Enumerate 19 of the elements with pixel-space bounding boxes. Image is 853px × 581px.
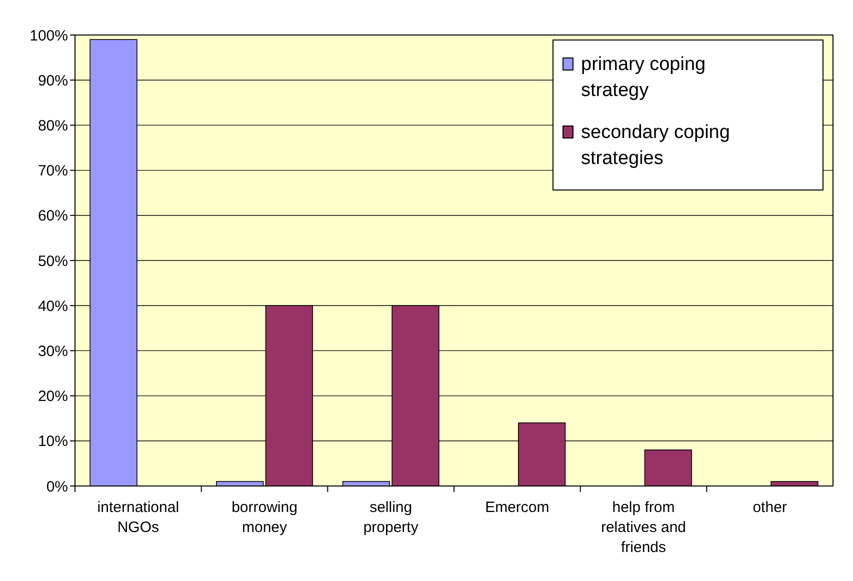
- y-tick-label: 80%: [38, 117, 68, 134]
- x-tick-label: borrowing money: [232, 499, 298, 536]
- legend-label: secondary coping strategies: [581, 122, 730, 169]
- y-tick-label: 10%: [38, 433, 68, 450]
- y-tick-label: 90%: [38, 72, 68, 90]
- x-tick-label: help from relatives and friends: [600, 499, 686, 556]
- y-tick-label: 50%: [38, 252, 68, 270]
- y-tick-label: 70%: [38, 162, 68, 180]
- y-tick-label: 20%: [38, 388, 68, 406]
- x-tick-label: international NGOs: [97, 499, 180, 536]
- x-tick-label: Emercom: [485, 499, 550, 516]
- legend-label: primary coping strategy: [581, 54, 706, 101]
- y-tick-label: 30%: [38, 342, 68, 360]
- x-tick-label: selling property: [363, 499, 419, 536]
- y-tick-label: 100%: [30, 27, 68, 44]
- y-tick-label: 60%: [38, 208, 68, 225]
- y-tick-label: 0%: [46, 478, 68, 496]
- x-tick-label: other: [752, 499, 787, 516]
- y-tick-label: 40%: [38, 298, 68, 315]
